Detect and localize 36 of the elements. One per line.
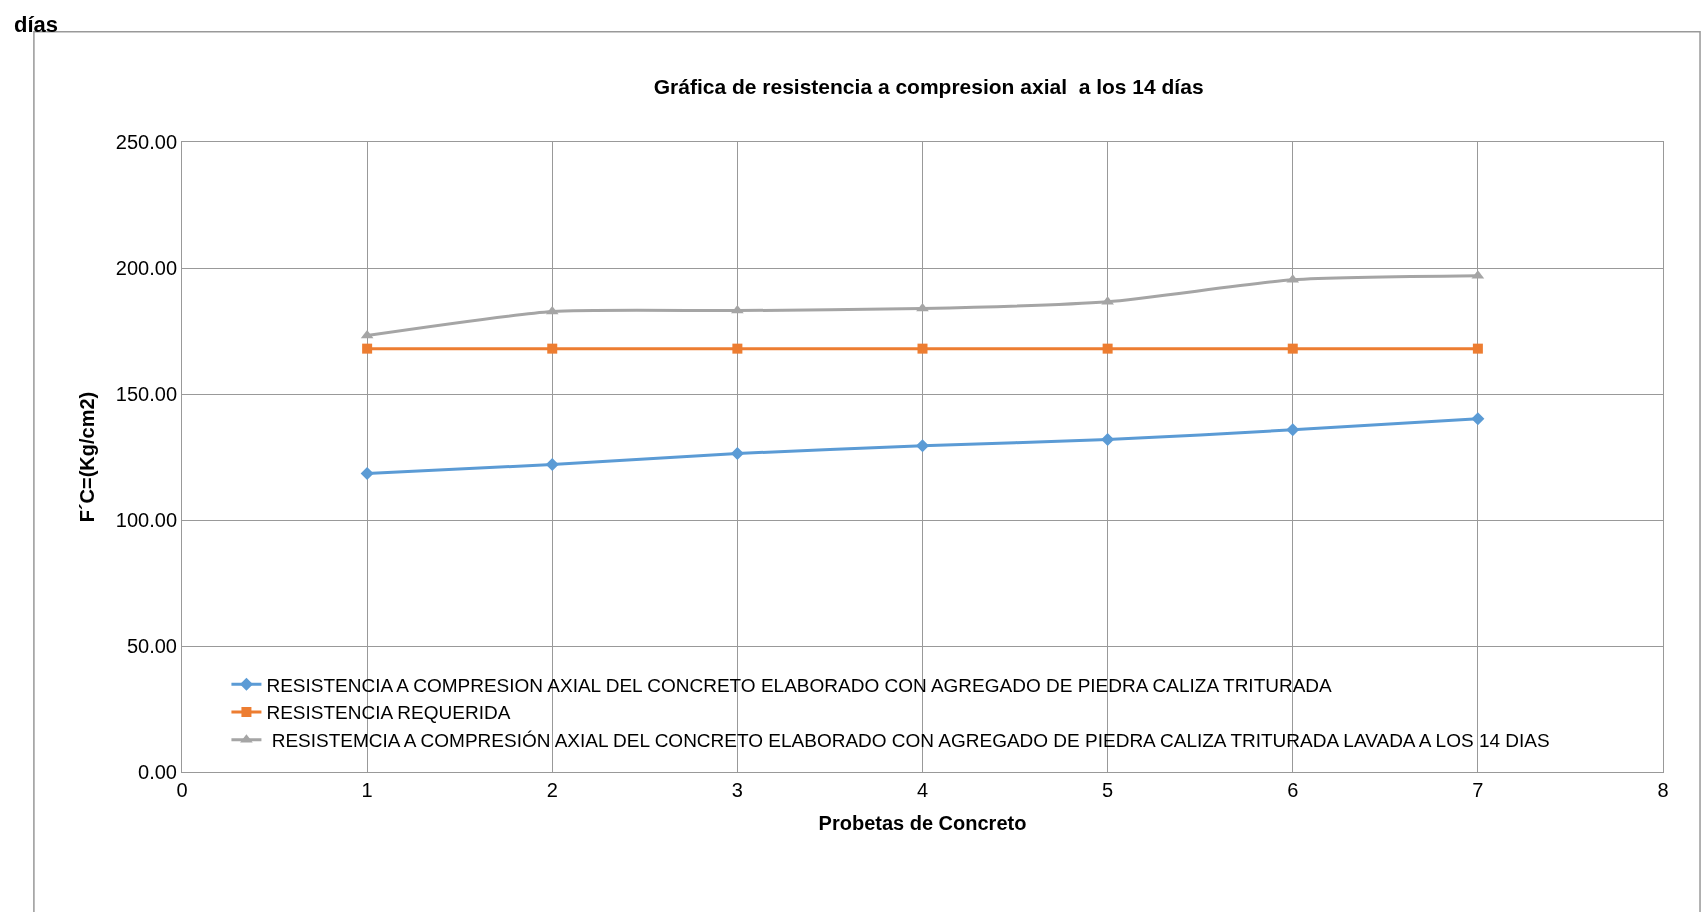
- y-axis-title: F´C=(Kg/cm2): [76, 391, 99, 523]
- point: [360, 466, 374, 480]
- point: [730, 446, 744, 460]
- y-tick-label: 200.00: [115, 257, 177, 279]
- x-tick-label: 6: [1287, 779, 1299, 801]
- point: [1472, 343, 1483, 354]
- y-tick-label: 50.00: [126, 635, 177, 657]
- x-tick-label: 4: [916, 779, 929, 801]
- point: [545, 458, 559, 472]
- x-tick-label: 5: [1102, 779, 1114, 801]
- point: [362, 343, 373, 354]
- legend-label: RESISTENCIA REQUERIDA: [266, 702, 511, 724]
- point: [1286, 423, 1300, 437]
- y-tick-label: 150.00: [115, 383, 177, 405]
- point: [1287, 343, 1298, 354]
- y-tick-label: 250.00: [115, 131, 177, 153]
- y-tick-label: 0.00: [138, 761, 177, 783]
- point: [1102, 343, 1113, 354]
- x-tick-label: 2: [546, 779, 558, 801]
- legend-label: RESISTENCIA A COMPRESION AXIAL DEL CONCRETO ELABORADO CON AGREGADO DE PIEDRA CALIZA TRITURADA: [266, 674, 1333, 696]
- point: [547, 343, 558, 354]
- legend-label: RESISTEMCIA A COMPRESIÓN AXIAL DEL CONCRETO ELABORADO CON AGREGADO DE PIEDRA CALIZA TRITURADA LAVADA A LOS 14 DIAS: [266, 730, 1550, 752]
- y-tick-label: 100.00: [115, 509, 177, 531]
- x-axis-title: Probetas de Concreto: [818, 811, 1027, 834]
- point: [1471, 412, 1485, 426]
- x-tick-label: 1: [361, 779, 373, 801]
- x-tick-label: 7: [1472, 779, 1484, 801]
- text: días: [14, 12, 59, 37]
- point: [917, 343, 928, 354]
- x-tick-label: 8: [1657, 779, 1669, 801]
- point: [916, 439, 929, 453]
- chart-title: Gráfica de resistencia a compresion axial a los 14 días: [653, 74, 1204, 98]
- x-tick-label: 3: [731, 779, 743, 801]
- point: [732, 343, 743, 354]
- point: [1101, 433, 1115, 447]
- x-tick-label: 0: [176, 779, 188, 801]
